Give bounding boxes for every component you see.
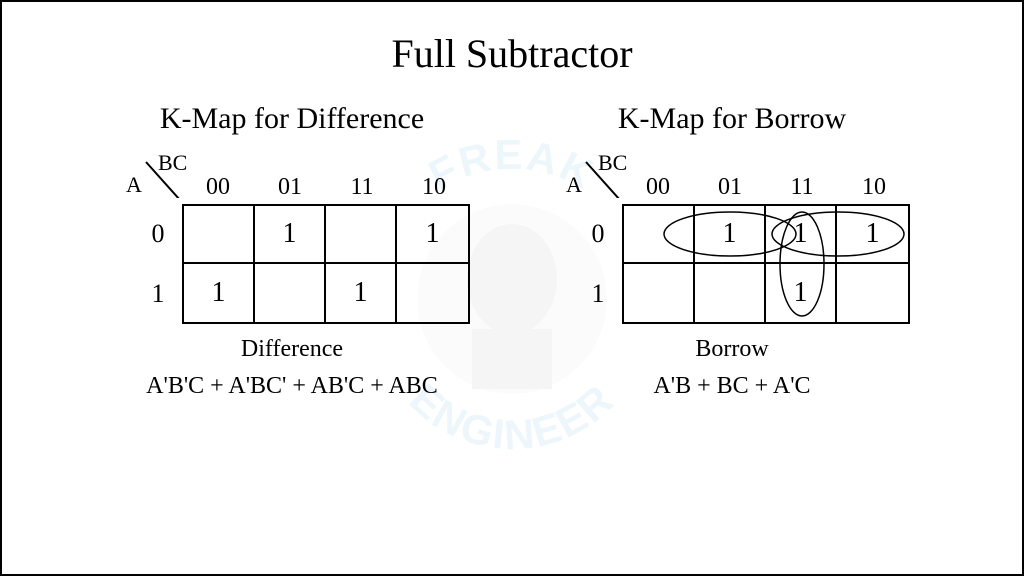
col-header: 01 — [254, 174, 326, 201]
kmap-grid: 1 1 1 1 — [622, 204, 910, 324]
col-var-label: BC — [598, 150, 627, 176]
kmap-cell: 1 — [255, 206, 326, 264]
row-header: 0 — [142, 204, 174, 264]
row-var-label: A — [566, 172, 582, 198]
kmap-cell: 1 — [695, 206, 766, 264]
row-headers: 0 1 — [582, 204, 614, 324]
kmap-borrow-panel: K-Map for Borrow BC A 00 01 11 10 0 1 1 … — [502, 102, 962, 400]
row-header: 0 — [582, 204, 614, 264]
col-headers: 00 01 11 10 — [622, 174, 910, 201]
col-header: 00 — [182, 174, 254, 201]
kmap-cell — [624, 264, 695, 322]
page-title: Full Subtractor — [2, 30, 1022, 77]
kmap-cell — [397, 264, 468, 322]
kmap-cell: 1 — [766, 264, 837, 322]
kmap-cell — [184, 206, 255, 264]
kmap-cell — [695, 264, 766, 322]
kmap-cell: 1 — [184, 264, 255, 322]
kmap-cell — [255, 264, 326, 322]
difference-result-label: Difference — [62, 336, 522, 363]
kmap-cell: 1 — [397, 206, 468, 264]
kmap-cell — [624, 206, 695, 264]
col-var-label: BC — [158, 150, 187, 176]
kmap-cell: 1 — [766, 206, 837, 264]
col-header: 00 — [622, 174, 694, 201]
row-var-label: A — [126, 172, 142, 198]
kmap-grid: 1 1 1 1 — [182, 204, 470, 324]
kmap-cell — [326, 206, 397, 264]
kmap-difference-panel: K-Map for Difference BC A 00 01 11 10 0 … — [62, 102, 522, 400]
kmap-cell — [837, 264, 908, 322]
borrow-subtitle: K-Map for Borrow — [502, 102, 962, 136]
col-header: 10 — [838, 174, 910, 201]
col-header: 10 — [398, 174, 470, 201]
row-header: 1 — [142, 264, 174, 324]
row-headers: 0 1 — [142, 204, 174, 324]
col-header: 11 — [766, 174, 838, 201]
borrow-result-expr: A'B + BC + A'C — [502, 373, 962, 400]
kmap-cell: 1 — [837, 206, 908, 264]
difference-subtitle: K-Map for Difference — [62, 102, 522, 136]
borrow-result-label: Borrow — [502, 336, 962, 363]
col-headers: 00 01 11 10 — [182, 174, 470, 201]
row-header: 1 — [582, 264, 614, 324]
kmap-cell: 1 — [326, 264, 397, 322]
difference-result-expr: A'B'C + A'BC' + AB'C + ABC — [62, 373, 522, 400]
col-header: 11 — [326, 174, 398, 201]
col-header: 01 — [694, 174, 766, 201]
